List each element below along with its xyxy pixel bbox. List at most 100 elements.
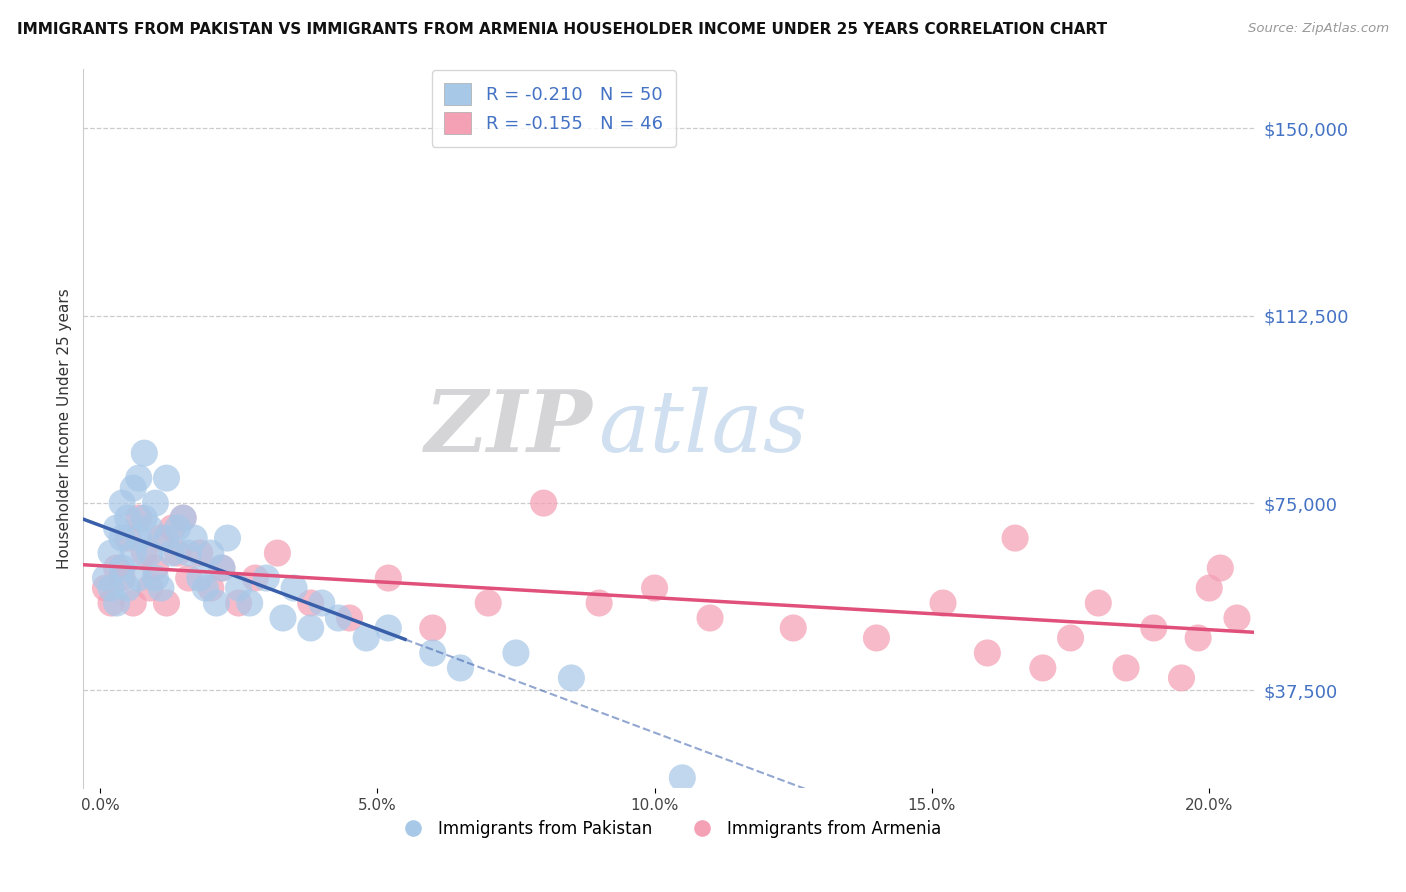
Point xyxy=(100,581,122,595)
Text: Source: ZipAtlas.com: Source: ZipAtlas.com xyxy=(1249,22,1389,36)
Point xyxy=(671,771,693,785)
Point xyxy=(128,571,150,585)
Text: IMMIGRANTS FROM PAKISTAN VS IMMIGRANTS FROM ARMENIA HOUSEHOLDER INCOME UNDER 25 : IMMIGRANTS FROM PAKISTAN VS IMMIGRANTS F… xyxy=(17,22,1107,37)
Point xyxy=(117,511,139,525)
Point xyxy=(449,661,471,675)
Point xyxy=(1187,631,1209,645)
Point xyxy=(145,561,167,575)
Point xyxy=(183,531,205,545)
Point xyxy=(228,596,250,610)
Point xyxy=(166,546,188,560)
Point xyxy=(117,531,139,545)
Point xyxy=(94,581,117,595)
Point xyxy=(1032,661,1054,675)
Point xyxy=(976,646,998,660)
Point xyxy=(149,531,172,545)
Point xyxy=(100,596,122,610)
Point xyxy=(105,521,128,535)
Point xyxy=(134,511,156,525)
Point xyxy=(139,521,162,535)
Point xyxy=(194,581,217,595)
Point xyxy=(149,581,172,595)
Point xyxy=(1004,531,1026,545)
Point xyxy=(211,561,233,575)
Point xyxy=(254,571,277,585)
Point xyxy=(128,511,150,525)
Point xyxy=(782,621,804,635)
Point xyxy=(155,471,177,485)
Point xyxy=(172,511,194,525)
Text: ZIP: ZIP xyxy=(425,386,592,470)
Point xyxy=(422,646,444,660)
Point xyxy=(139,581,162,595)
Point xyxy=(422,621,444,635)
Point xyxy=(1115,661,1137,675)
Point xyxy=(228,581,250,595)
Point xyxy=(155,596,177,610)
Point xyxy=(100,546,122,560)
Point xyxy=(1087,596,1109,610)
Point xyxy=(217,531,239,545)
Point xyxy=(505,646,527,660)
Point xyxy=(117,581,139,595)
Point xyxy=(205,596,228,610)
Point xyxy=(1209,561,1232,575)
Point xyxy=(932,596,955,610)
Point xyxy=(377,571,399,585)
Point xyxy=(111,496,134,510)
Point xyxy=(865,631,887,645)
Point xyxy=(128,471,150,485)
Point xyxy=(239,596,262,610)
Point xyxy=(122,546,145,560)
Point xyxy=(139,546,162,560)
Point xyxy=(299,621,322,635)
Point xyxy=(111,571,134,585)
Point xyxy=(211,561,233,575)
Point xyxy=(377,621,399,635)
Point xyxy=(339,611,361,625)
Point xyxy=(111,531,134,545)
Point xyxy=(134,546,156,560)
Point xyxy=(266,546,288,560)
Point xyxy=(1170,671,1192,685)
Point xyxy=(177,546,200,560)
Point xyxy=(105,561,128,575)
Point xyxy=(1143,621,1166,635)
Point xyxy=(200,581,222,595)
Point xyxy=(271,611,294,625)
Point xyxy=(94,571,117,585)
Point xyxy=(533,496,555,510)
Point xyxy=(311,596,333,610)
Point xyxy=(1059,631,1081,645)
Point xyxy=(160,546,183,560)
Point xyxy=(644,581,666,595)
Point xyxy=(128,531,150,545)
Y-axis label: Householder Income Under 25 years: Householder Income Under 25 years xyxy=(58,288,72,568)
Legend: Immigrants from Pakistan, Immigrants from Armenia: Immigrants from Pakistan, Immigrants fro… xyxy=(389,813,948,844)
Text: atlas: atlas xyxy=(598,387,807,469)
Point xyxy=(111,561,134,575)
Point xyxy=(200,546,222,560)
Point xyxy=(477,596,499,610)
Point xyxy=(560,671,582,685)
Point xyxy=(177,571,200,585)
Point xyxy=(160,521,183,535)
Point xyxy=(188,571,211,585)
Point xyxy=(105,596,128,610)
Point xyxy=(1198,581,1220,595)
Point xyxy=(155,531,177,545)
Point xyxy=(283,581,305,595)
Point xyxy=(145,571,167,585)
Point xyxy=(299,596,322,610)
Point xyxy=(145,496,167,510)
Point xyxy=(122,596,145,610)
Point xyxy=(188,546,211,560)
Point xyxy=(172,511,194,525)
Point xyxy=(245,571,267,585)
Point xyxy=(166,521,188,535)
Point xyxy=(699,611,721,625)
Point xyxy=(134,446,156,460)
Point xyxy=(122,481,145,495)
Point xyxy=(588,596,610,610)
Point xyxy=(354,631,377,645)
